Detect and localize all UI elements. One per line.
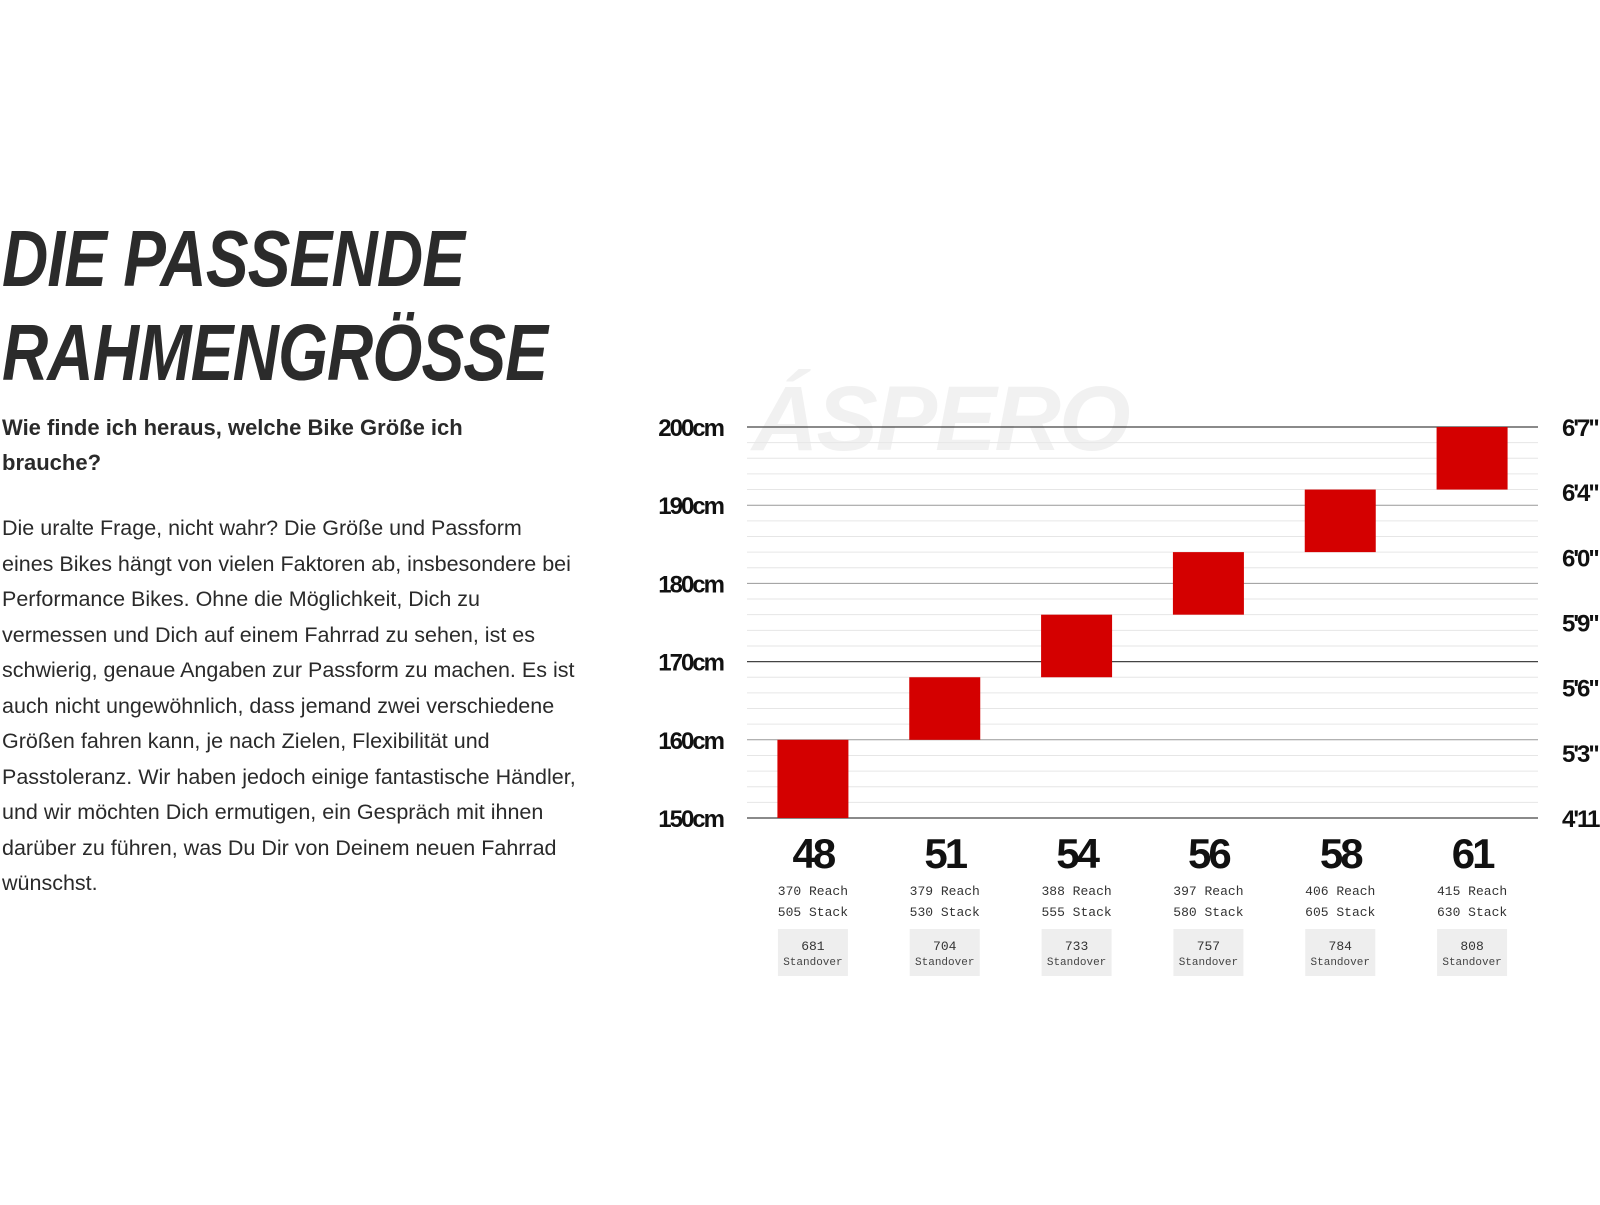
reach-value: 397 Reach [1173, 884, 1243, 899]
stack-value: 555 Stack [1041, 905, 1111, 920]
standover-label: Standover [1047, 957, 1106, 969]
intro-question: Wie finde ich heraus, welche Bike Größe … [2, 415, 463, 475]
standover-value: 704 [933, 939, 957, 954]
standover-badge [1173, 929, 1244, 976]
y-tick-ft: 6'4" [1562, 480, 1598, 507]
size-label-48: 48 [793, 830, 836, 877]
size-bar-56 [1172, 552, 1244, 615]
y-tick-ft: 6'0" [1562, 545, 1598, 572]
standover-badge [1437, 929, 1508, 976]
page-title-line-1: DIE PASSENDE [2, 214, 465, 303]
chart-grid [747, 426, 1538, 819]
standover-value: 681 [801, 939, 825, 954]
size-label-58: 58 [1320, 830, 1363, 877]
size-label-54: 54 [1056, 830, 1100, 877]
reach-value: 388 Reach [1041, 884, 1111, 899]
y-tick-ft: 5'3" [1562, 741, 1598, 768]
reach-value: 370 Reach [778, 884, 848, 899]
y-tick-cm: 180cm [658, 571, 723, 598]
stack-value: 530 Stack [910, 905, 980, 920]
page-title: DIE PASSENDE RAHMENGRÖSSE [2, 212, 548, 400]
size-bar-48 [777, 739, 849, 818]
stack-value: 605 Stack [1305, 905, 1375, 920]
y-axis-cm: 150cm 160cm 170cm 180cm 190cm 200cm [658, 415, 725, 833]
standover-badge [1041, 929, 1112, 976]
size-bar-51 [909, 677, 981, 740]
y-axis-ft: 4'11" 5'3" 5'6" 5'9" 6'0" 6'4" 6'7" [1562, 415, 1600, 833]
standover-value: 808 [1460, 939, 1483, 954]
y-tick-ft: 6'7" [1562, 415, 1598, 442]
standover-badge [909, 929, 980, 976]
standover-value: 733 [1065, 939, 1088, 954]
standover-label: Standover [915, 957, 974, 969]
standover-value: 784 [1329, 939, 1353, 954]
y-tick-ft: 4'11" [1562, 806, 1600, 833]
size-label-56: 56 [1188, 830, 1230, 877]
y-tick-ft: 5'6" [1562, 676, 1598, 703]
standover-label: Standover [783, 957, 842, 969]
standover-label: Standover [1311, 957, 1370, 969]
reach-value: 415 Reach [1437, 884, 1507, 899]
size-bars [777, 427, 1508, 818]
size-bar-54 [1041, 614, 1113, 678]
standover-value: 757 [1197, 939, 1220, 954]
intro-body: Die uralte Frage, nicht wahr? Die Größe … [2, 516, 576, 895]
size-bar-58 [1304, 489, 1376, 553]
standover-badge [1305, 929, 1376, 976]
standover-label: Standover [1442, 957, 1501, 969]
stack-value: 630 Stack [1437, 905, 1507, 920]
size-labels: 48 370 Reach 505 Stack 681 Standover 51 379 Re… [777, 830, 1508, 976]
reach-value: 379 Reach [910, 884, 980, 899]
page-title-line-2: RAHMENGRÖSSE [2, 308, 548, 397]
y-tick-cm: 190cm [658, 493, 723, 520]
reach-value: 406 Reach [1305, 884, 1375, 899]
y-tick-ft: 5'9" [1562, 611, 1598, 638]
standover-label: Standover [1179, 957, 1238, 969]
size-label-51: 51 [924, 830, 967, 877]
size-label-61: 61 [1452, 830, 1495, 877]
size-bar-61 [1436, 427, 1508, 490]
y-tick-cm: 200cm [658, 415, 723, 442]
y-tick-cm: 170cm [658, 650, 723, 677]
standover-badge [777, 929, 848, 976]
y-tick-cm: 150cm [658, 806, 723, 833]
chart-watermark: ÁSPERO [750, 368, 1130, 470]
stack-value: 505 Stack [778, 905, 848, 920]
stack-value: 580 Stack [1173, 905, 1243, 920]
y-tick-cm: 160cm [658, 728, 723, 755]
